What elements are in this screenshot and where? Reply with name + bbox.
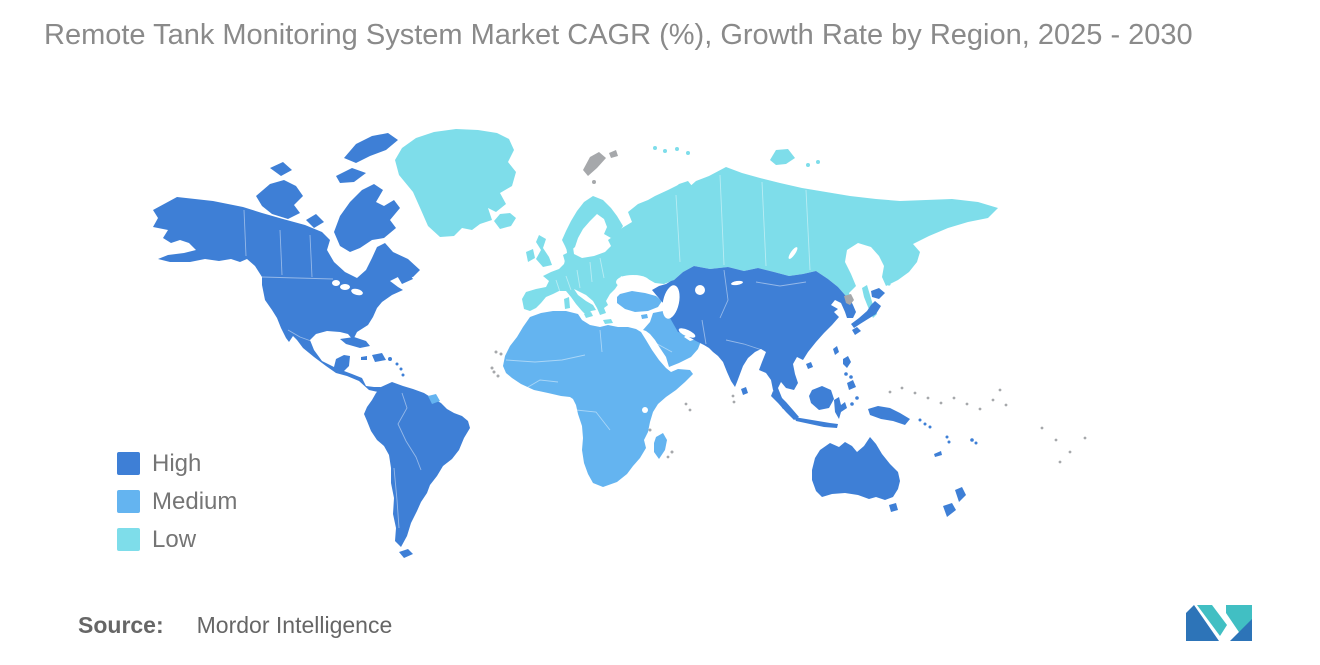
region-australia [812, 437, 900, 512]
legend-label-high: High [152, 449, 202, 477]
legend-swatch-medium [117, 490, 140, 513]
page-title: Remote Tank Monitoring System Market CAG… [44, 19, 1193, 51]
region-cyprus [641, 314, 648, 319]
mordor-intelligence-logo [1186, 605, 1252, 641]
country-borders [243, 174, 811, 529]
region-asia [652, 266, 856, 409]
region-south-america [364, 382, 470, 558]
legend-item-medium: Medium [117, 487, 238, 515]
region-svalbard [583, 150, 618, 184]
region-uk-ireland [526, 235, 552, 267]
region-canadian-arctic-islands [256, 133, 413, 284]
region-north-korea [844, 294, 854, 305]
legend: High Medium Low [117, 449, 238, 566]
legend-label-low: Low [152, 525, 197, 553]
region-north-america [153, 197, 420, 392]
region-greenland [395, 129, 516, 237]
inland-water [332, 247, 798, 413]
region-scandinavia [562, 196, 623, 262]
region-africa [503, 311, 693, 487]
region-iceland [494, 213, 516, 229]
legend-label-medium: Medium [152, 487, 238, 515]
region-small-islands-no-data [490, 350, 1087, 464]
legend-item-low: Low [117, 525, 237, 553]
region-madagascar [654, 433, 667, 459]
region-pacific-islands [918, 418, 978, 457]
region-turkey [617, 291, 662, 312]
region-caribbean [340, 337, 405, 377]
region-new-zealand [943, 487, 966, 517]
region-french-guiana [428, 394, 440, 404]
region-southeast-asia-islands [741, 346, 910, 428]
region-japan [851, 288, 885, 335]
legend-swatch-high [117, 452, 140, 475]
source-label: Source: [78, 612, 164, 638]
source: Source: Mordor Intelligence [78, 612, 392, 639]
source-value: Mordor Intelligence [196, 612, 393, 638]
legend-swatch-low [117, 528, 140, 551]
region-mediterranean-islands [564, 297, 613, 324]
legend-item-high: High [117, 449, 237, 477]
